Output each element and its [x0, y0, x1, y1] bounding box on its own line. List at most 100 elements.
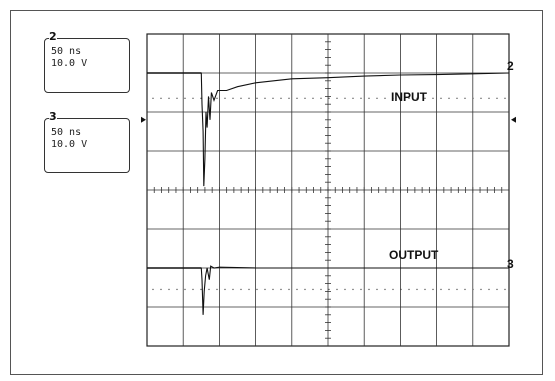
dotted-reference	[424, 97, 426, 100]
dotted-reference	[456, 288, 458, 291]
dotted-reference	[312, 97, 314, 100]
dotted-reference	[480, 288, 482, 291]
markers	[141, 116, 516, 123]
traces	[147, 72, 510, 315]
dotted-reference	[280, 288, 282, 291]
dotted-reference	[192, 288, 194, 291]
dotted-reference	[464, 97, 466, 100]
dotted-reference	[464, 288, 466, 291]
dotted-reference	[280, 97, 282, 100]
trace-output	[147, 265, 509, 315]
dotted-reference	[288, 97, 290, 100]
dotted-reference	[432, 97, 434, 100]
dotted-reference	[392, 288, 394, 291]
dotted-reference	[176, 288, 178, 291]
right-trigger-marker	[511, 116, 516, 123]
channel-3-time-div: 50 ns	[51, 127, 82, 138]
trace-input	[147, 72, 510, 187]
dotted-reference	[312, 288, 314, 291]
dotted-reference	[152, 97, 154, 100]
dotted-reference	[416, 97, 418, 100]
dotted-reference	[344, 288, 346, 291]
dotted-reference	[160, 288, 162, 291]
dotted-reference	[264, 97, 266, 100]
channel-3-box-number: 3	[49, 110, 57, 123]
dotted-reference	[368, 97, 370, 100]
dotted-reference	[192, 97, 194, 100]
dotted-reference	[304, 97, 306, 100]
dotted-reference	[296, 288, 298, 291]
trace-2-channel-label: 2	[507, 59, 514, 73]
dotted-reference	[376, 97, 378, 100]
dotted-reference	[336, 288, 338, 291]
dotted-reference	[432, 288, 434, 291]
dotted-reference	[368, 288, 370, 291]
dotted-reference	[336, 97, 338, 100]
dotted-reference	[360, 288, 362, 291]
dotted-reference	[184, 288, 186, 291]
dotted-reference	[392, 97, 394, 100]
dotted-reference	[232, 288, 234, 291]
dotted-reference	[488, 288, 490, 291]
dotted-reference	[168, 288, 170, 291]
channel-3-volt-div: 10.0 V	[51, 139, 88, 150]
dotted-reference	[480, 97, 482, 100]
dotted-reference	[448, 97, 450, 100]
dotted-reference	[224, 288, 226, 291]
dotted-reference	[272, 288, 274, 291]
dotted-reference	[168, 97, 170, 100]
dotted-reference	[208, 288, 210, 291]
channel-2-time-div: 50 ns	[51, 46, 82, 57]
dotted-reference	[424, 288, 426, 291]
dotted-reference	[328, 288, 330, 291]
left-trigger-marker	[141, 116, 146, 123]
dotted-reference	[160, 97, 162, 100]
dotted-reference	[328, 97, 330, 100]
dotted-reference	[216, 288, 218, 291]
dotted-reference	[248, 97, 250, 100]
dotted-reference	[320, 288, 322, 291]
dotted-reference	[184, 97, 186, 100]
dotted-reference	[256, 97, 258, 100]
output-label: OUTPUT	[389, 248, 439, 262]
dotted-reference	[408, 288, 410, 291]
dotted-reference	[408, 97, 410, 100]
dotted-reference	[440, 97, 442, 100]
dotted-reference	[232, 97, 234, 100]
dotted-reference	[440, 288, 442, 291]
dotted-reference	[176, 97, 178, 100]
dotted-reference	[352, 97, 354, 100]
dotted-reference	[416, 288, 418, 291]
channel-3-readout: 50 ns 10.0 V	[44, 118, 130, 173]
channel-2-readout: 50 ns 10.0 V	[44, 38, 130, 93]
dotted-reference	[288, 288, 290, 291]
scope-frame	[10, 10, 543, 375]
dotted-reference	[224, 97, 226, 100]
channel-2-volt-div: 10.0 V	[51, 58, 88, 69]
dotted-reference	[504, 288, 506, 291]
dotted-reference	[400, 288, 402, 291]
dotted-reference	[448, 288, 450, 291]
dotted-reference	[200, 288, 202, 291]
dotted-reference	[152, 288, 154, 291]
dotted-reference	[384, 97, 386, 100]
dotted-reference	[320, 97, 322, 100]
dotted-reference	[344, 97, 346, 100]
dotted-reference	[272, 97, 274, 100]
dotted-reference	[264, 288, 266, 291]
dotted-reference	[488, 97, 490, 100]
dotted-reference	[496, 97, 498, 100]
dotted-reference	[456, 97, 458, 100]
dotted-reference	[504, 97, 506, 100]
trace-3-channel-label: 3	[507, 257, 514, 271]
dotted-reference	[296, 97, 298, 100]
dotted-reference	[472, 97, 474, 100]
dotted-reference	[240, 288, 242, 291]
dotted-reference	[304, 288, 306, 291]
dotted-reference	[496, 288, 498, 291]
dotted-reference	[384, 288, 386, 291]
dotted-reference	[256, 288, 258, 291]
dotted-reference	[376, 288, 378, 291]
dotted-reference	[360, 97, 362, 100]
